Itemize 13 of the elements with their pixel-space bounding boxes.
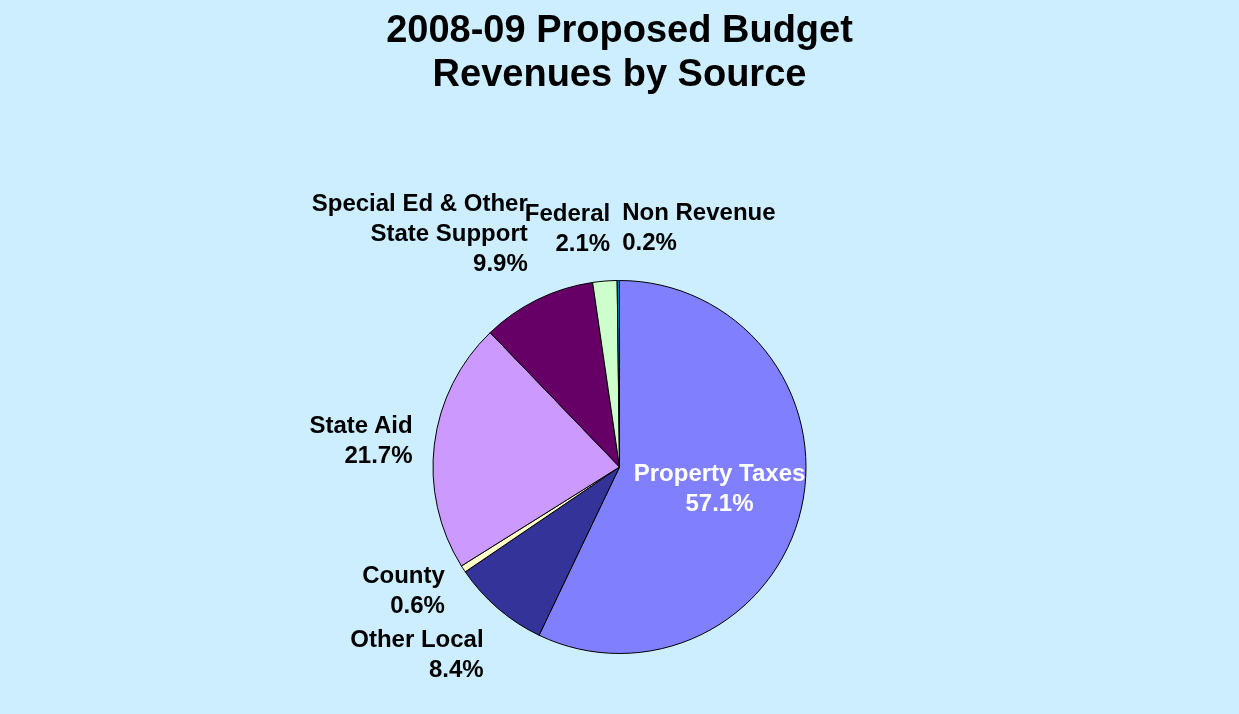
slice-label: State Aid (309, 411, 413, 439)
data-label: 21.7% (344, 441, 413, 469)
data-label: 2.1% (555, 228, 611, 256)
data-label: 0.2% (622, 228, 677, 256)
data-label: 9.9% (473, 249, 528, 277)
data-label: 57.1% (685, 489, 754, 517)
chart-title: 2008-09 Proposed Budget Revenues by Source (386, 8, 854, 95)
slice-label: Other Local (350, 624, 484, 652)
data-label: 0.6% (390, 590, 445, 618)
slice-label: Non Revenue (622, 198, 776, 226)
data-label: 8.4% (428, 654, 484, 682)
slice-label: County (362, 560, 446, 588)
slice-label: Property Taxes (633, 459, 806, 487)
